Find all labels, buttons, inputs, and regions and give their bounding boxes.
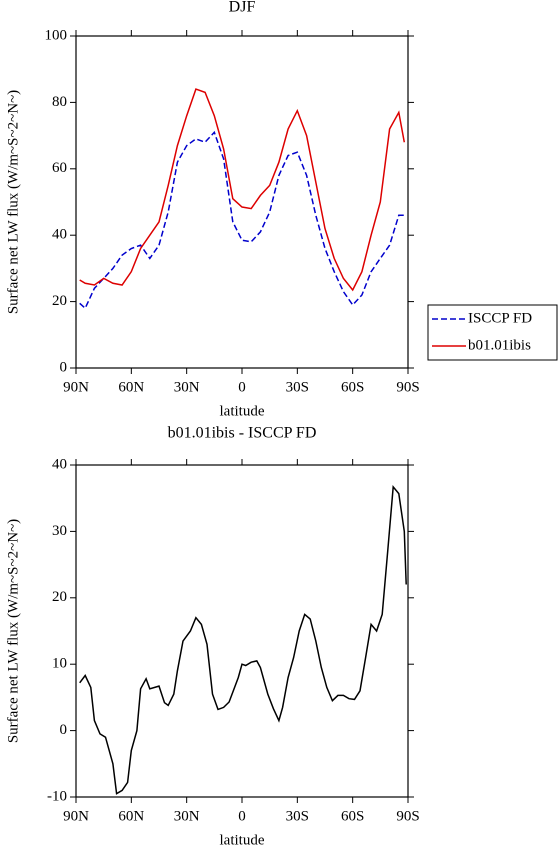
y-tick-label: 20 [52,589,67,605]
x-tick-label: 90N [63,808,89,824]
y-tick-label: -10 [47,788,67,804]
y-tick-label: 100 [45,27,68,43]
y-tick-label: 60 [52,160,67,176]
y-tick-label: 40 [52,456,67,472]
x-axis-label: latitude [220,403,265,419]
x-tick-label: 30S [286,379,309,395]
y-tick-label: 20 [52,293,67,309]
chart-title: b01.01ibis - ISCCP FD [168,425,317,442]
x-tick-label: 60S [341,379,364,395]
y-axis-label: Surface net LW flux (W/m~S~2~N~) [5,519,21,743]
y-axis-label: Surface net LW flux (W/m~S~2~N~) [5,90,21,314]
legend-label: ISCCP FD [468,310,532,326]
x-tick-label: 30S [286,808,309,824]
x-tick-label: 0 [238,379,246,395]
x-tick-label: 0 [238,808,246,824]
y-tick-label: 0 [60,359,68,375]
y-tick-label: 30 [52,523,67,539]
x-tick-label: 60N [118,808,144,824]
plot-frame [75,35,409,369]
data-line [79,130,405,310]
x-tick-label: 30N [174,808,200,824]
x-tick-label: 60S [341,808,364,824]
x-axis-label: latitude [220,832,265,848]
y-tick-label: 80 [52,94,67,110]
legend-box [427,304,558,361]
y-tick-label: 0 [60,722,68,738]
x-tick-label: 30N [174,379,200,395]
chart-title: DJF [229,0,256,16]
y-tick-label: 40 [52,227,67,243]
plot-frame [75,464,409,798]
data-line [79,88,406,292]
x-tick-label: 90S [396,379,419,395]
x-tick-label: 90S [396,808,419,824]
y-tick-label: 10 [52,656,67,672]
data-line [79,485,407,795]
x-tick-label: 60N [118,379,144,395]
x-tick-label: 90N [63,379,89,395]
legend-label: b01.01ibis [468,337,531,353]
